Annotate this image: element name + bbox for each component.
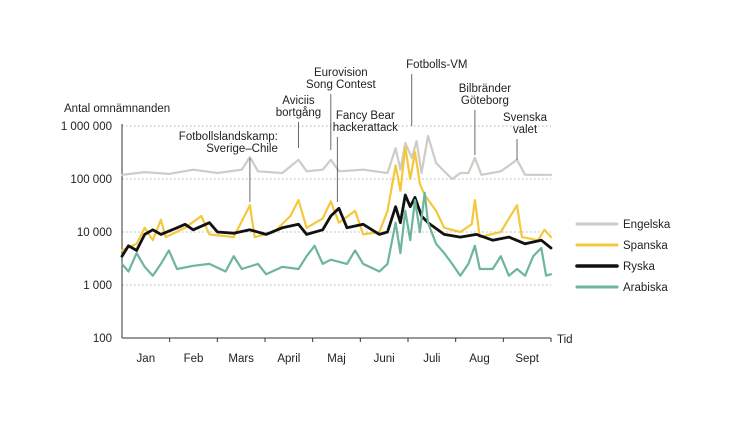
legend-label: Engelska [623,219,671,231]
month-label: April [277,353,300,365]
month-label: Jan [137,353,156,365]
y-tick-label: 100 000 [70,174,112,186]
y-tick-label: 100 [93,333,112,345]
x-axis-label: Tid [557,334,573,346]
annotation-label: Song Contest [306,79,376,91]
month-label: Aug [469,353,489,365]
month-label: Feb [184,353,204,365]
month-label: Maj [327,353,346,365]
tick-labels: 100 1 000 10 000 100 000 1 000 000 Jan Feb Mars… [61,121,540,365]
y-axis-label: Antal omnämnanden [64,103,170,115]
y-tick-label: 10 000 [77,227,112,239]
annotation-label: Fotbolls-VM [406,59,467,71]
annotation-label: valet [513,124,538,136]
annotation-label: Göteborg [461,95,509,107]
series-line-engelska [120,134,553,181]
series-line-arabiska [120,191,553,277]
annotation-label: bortgång [276,107,321,119]
annotation-label: Aviciis [282,95,315,107]
annotation-label: Fotbollslandskamp: [179,131,278,143]
annotations: Fotbollslandskamp:Sverige–Chile Aviciisbo… [179,59,548,202]
axes [121,124,552,342]
month-label: Juni [374,353,395,365]
legend: Engelska Spanska Ryska Arabiska [575,219,671,294]
legend-label: Arabiska [623,282,668,294]
legend-label: Ryska [623,261,656,273]
y-tick-label: 1 000 [83,280,112,292]
legend-label: Spanska [623,240,668,252]
series-line-spanska [120,146,553,252]
annotation-label: Fancy Bear [336,110,395,122]
month-label: Mars [228,353,254,365]
annotation-label: Svenska [503,112,548,124]
annotation-label: hackerattack [333,122,398,134]
annotation-label: Bilbränder [459,83,512,95]
month-label: Sept [515,353,539,365]
series-lines [120,134,553,277]
month-label: Juli [423,353,440,365]
annotation-label: Sverige–Chile [206,143,278,155]
annotation-label: Eurovision [314,67,368,79]
y-tick-label: 1 000 000 [61,121,112,133]
series-line-ryska [120,193,553,258]
